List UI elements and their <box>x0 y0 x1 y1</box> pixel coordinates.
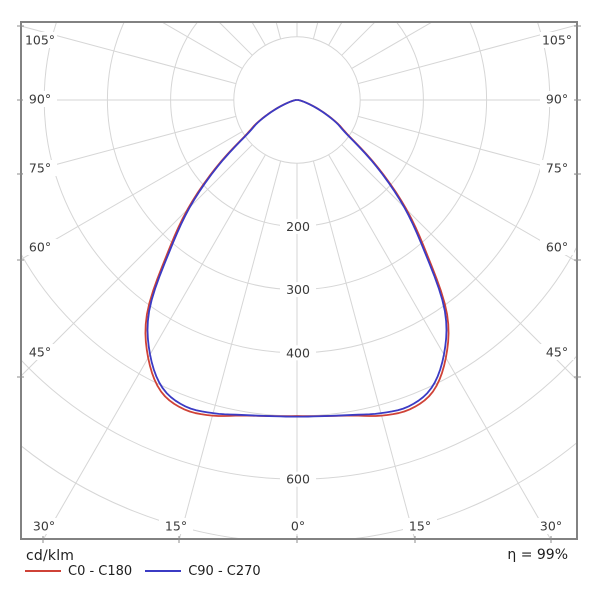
ring-label-400: 400 <box>286 345 310 360</box>
grid-radial-30 <box>328 154 552 539</box>
ring-label-200-mask <box>280 218 316 234</box>
angle-label-right-2-mask <box>540 160 574 176</box>
plot-frame <box>20 21 578 540</box>
grid-radial-60 <box>351 131 577 263</box>
legend-label-c90-c270: C90 - C270 <box>188 563 261 579</box>
grid-radial-345 <box>178 160 282 539</box>
angle-label-left-2-mask <box>23 160 57 176</box>
labels: 200 300 400 600 105° 90° 75° 60° 45° 45° 60° 75° 90°… <box>23 32 574 534</box>
angle-label-right-3: 90° <box>546 92 568 107</box>
angle-label-bottom-2-mask <box>286 518 310 534</box>
angle-label-right-0: 45° <box>546 345 568 360</box>
angle-label-bottom-1-mask <box>159 518 193 534</box>
grid-radial-300 <box>21 131 243 260</box>
grid-radial-315 <box>21 144 253 377</box>
ring-label-600-mask <box>280 471 316 487</box>
angle-label-bottom-3-mask <box>403 518 437 534</box>
angle-label-bottom-3: 15° <box>409 519 431 534</box>
ring-label-600: 600 <box>286 472 310 487</box>
ring-label-400-mask <box>280 345 316 361</box>
angle-label-bottom-2: 0° <box>291 519 305 534</box>
angle-label-bottom-0: 30° <box>33 519 55 534</box>
angle-label-left-1-mask <box>23 91 57 107</box>
grid-radial-255 <box>21 25 237 85</box>
legend-line-c90-c270 <box>145 570 182 572</box>
legend-label-c0-c180: C0 - C180 <box>68 563 133 579</box>
legend: C0 - C180 C90 - C270 <box>25 563 274 579</box>
grid-radial-105 <box>357 24 577 85</box>
grid-radial-45 <box>341 144 577 381</box>
grid-radial-75 <box>357 115 577 176</box>
ring-label-200: 200 <box>286 219 310 234</box>
grid-radial-285 <box>21 115 237 175</box>
angle-label-left-3-mask <box>23 239 57 255</box>
angle-label-left-0-mask <box>23 32 57 48</box>
angle-label-left-0: 105° <box>25 33 55 48</box>
angle-label-right-4-mask <box>540 32 574 48</box>
angle-label-right-3-mask <box>540 91 574 107</box>
angle-label-bottom-4-mask <box>534 518 568 534</box>
angle-label-left-1: 90° <box>29 92 51 107</box>
grid-radial-15 <box>312 160 416 539</box>
curves <box>144 99 450 418</box>
frame-ticks <box>17 25 581 543</box>
curve-c90-c270 <box>146 99 448 418</box>
plot-background <box>21 22 577 539</box>
angle-label-left-4: 45° <box>29 345 51 360</box>
angle-label-left-2: 75° <box>29 161 51 176</box>
angle-label-right-0-mask <box>540 344 574 360</box>
ring-label-300-mask <box>280 282 316 298</box>
unit-label: cd/klm <box>26 548 75 564</box>
angle-label-right-4: 105° <box>542 33 572 48</box>
angle-label-right-2: 75° <box>546 161 568 176</box>
angle-label-left-4-mask <box>23 344 57 360</box>
angle-label-right-1: 60° <box>546 240 568 255</box>
angle-label-bottom-1: 15° <box>165 519 187 534</box>
angle-label-bottom-4: 30° <box>540 519 562 534</box>
angle-label-bottom-0-mask <box>27 518 61 534</box>
angle-label-right-1-mask <box>540 239 574 255</box>
grid-radial-330 <box>42 154 266 539</box>
ring-label-300: 300 <box>286 282 310 297</box>
legend-line-c0-c180 <box>25 570 61 572</box>
efficiency-label: η = 99% <box>507 547 568 563</box>
angle-label-left-3: 60° <box>29 240 51 255</box>
